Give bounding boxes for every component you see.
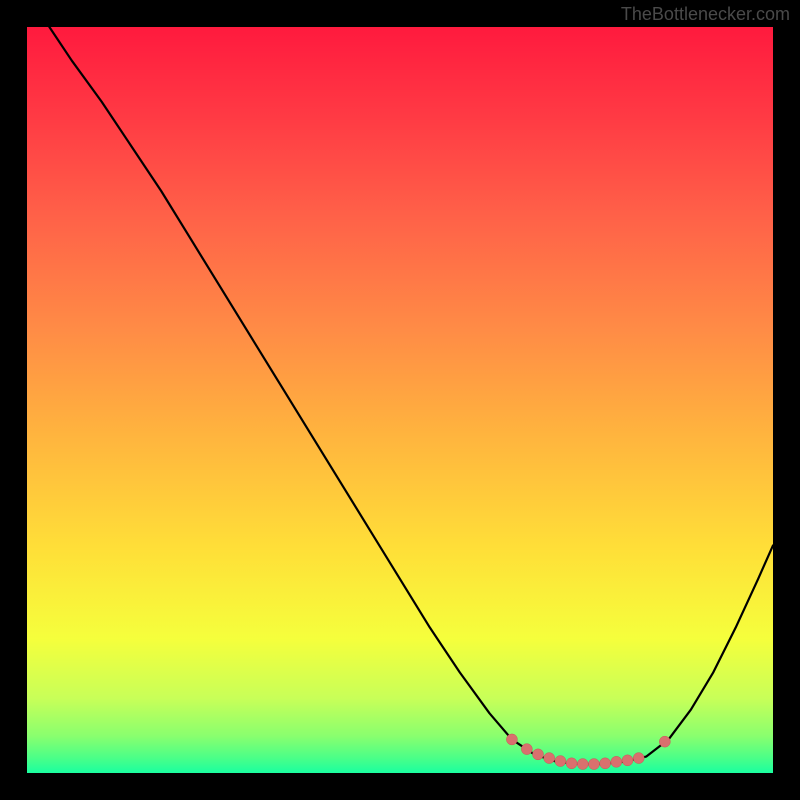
- marker-dot: [566, 758, 577, 769]
- marker-dot: [555, 756, 566, 767]
- marker-dot: [521, 744, 532, 755]
- bottleneck-curve: [49, 27, 773, 764]
- attribution-text: TheBottlenecker.com: [621, 4, 790, 25]
- plot-area: [27, 27, 773, 773]
- marker-dot: [611, 756, 622, 767]
- marker-dot: [633, 753, 644, 764]
- marker-dot: [622, 755, 633, 766]
- marker-dot: [588, 759, 599, 770]
- chart-svg: [27, 27, 773, 773]
- marker-dot: [659, 736, 670, 747]
- marker-group: [506, 734, 670, 770]
- marker-dot: [506, 734, 517, 745]
- marker-dot: [600, 758, 611, 769]
- marker-dot: [577, 759, 588, 770]
- marker-dot: [533, 749, 544, 760]
- marker-dot: [544, 753, 555, 764]
